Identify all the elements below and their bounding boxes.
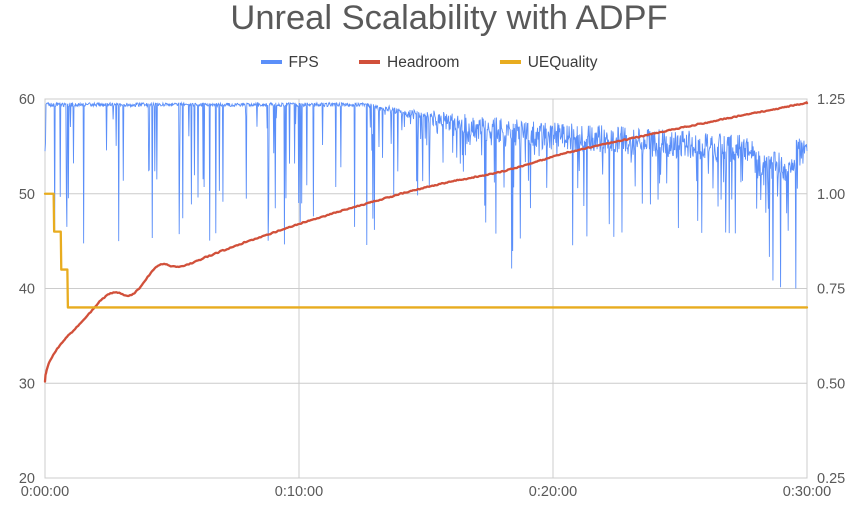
svg-text:0:10:00: 0:10:00 xyxy=(275,484,323,500)
svg-text:0.50: 0.50 xyxy=(817,376,845,392)
svg-text:60: 60 xyxy=(19,92,35,108)
svg-text:1.25: 1.25 xyxy=(817,92,845,108)
svg-text:0:00:00: 0:00:00 xyxy=(21,484,69,500)
svg-text:30: 30 xyxy=(19,376,35,392)
svg-text:1.00: 1.00 xyxy=(817,187,845,203)
svg-text:0:20:00: 0:20:00 xyxy=(529,484,577,500)
svg-text:0:30:00: 0:30:00 xyxy=(783,484,831,500)
svg-text:40: 40 xyxy=(19,282,35,298)
svg-text:50: 50 xyxy=(19,187,35,203)
svg-text:0.75: 0.75 xyxy=(817,282,845,298)
